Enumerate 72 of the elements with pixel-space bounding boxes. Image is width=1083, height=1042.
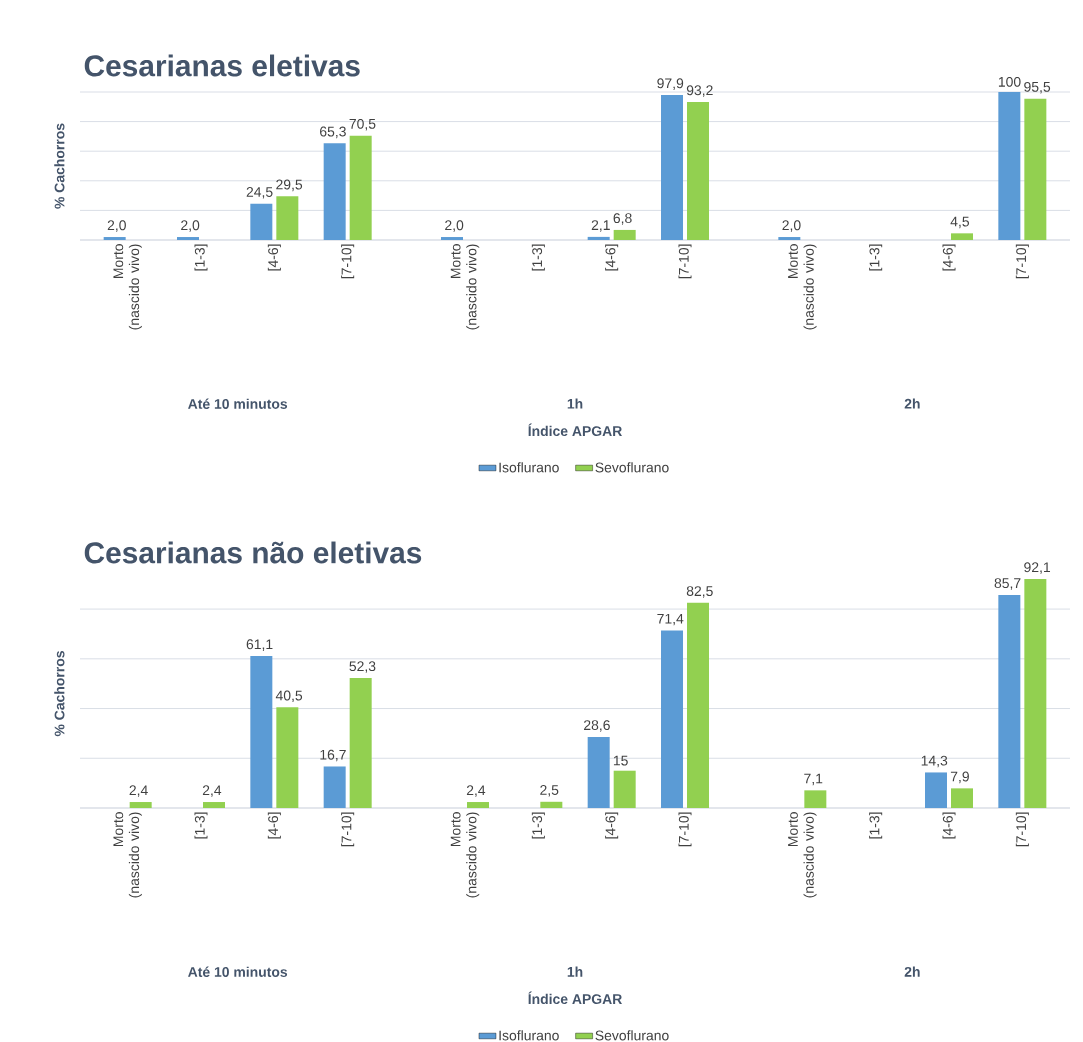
data-label: 40,5 bbox=[275, 690, 303, 703]
data-label: 2,5 bbox=[540, 785, 559, 797]
data-label: 100 bbox=[998, 76, 1021, 87]
legend-label: Sevoflurano bbox=[595, 462, 669, 473]
x-tick-label: [7-10] bbox=[678, 812, 692, 847]
data-label: 52,3 bbox=[349, 661, 376, 673]
data-label: 2,0 bbox=[181, 220, 200, 232]
text: 1h bbox=[567, 398, 583, 409]
x-tick-label: Morto (nascido vivo) bbox=[113, 812, 142, 898]
x-tick-label: [4-6] bbox=[605, 812, 619, 839]
chart-title: Cesarianas eletivas bbox=[84, 54, 360, 77]
x-tick-label: [1-3] bbox=[531, 812, 545, 839]
x-tick-label: Morto (nascido vivo) bbox=[788, 244, 817, 330]
x-axis-title: Índice APGAR bbox=[528, 423, 622, 437]
data-label: 2,0 bbox=[107, 220, 126, 232]
x-tick-label: [7-10] bbox=[1015, 812, 1029, 847]
text: Até 10 minutos bbox=[188, 966, 288, 977]
text: Até 10 minutos bbox=[188, 398, 288, 409]
data-label: 6,8 bbox=[613, 213, 632, 225]
x-tick-label: Morto (nascido vivo) bbox=[113, 244, 142, 330]
data-label: 85,7 bbox=[994, 578, 1021, 590]
x-axis-title: Índice APGAR bbox=[528, 991, 622, 1005]
data-label: 71,4 bbox=[657, 613, 684, 626]
data-label: 2,4 bbox=[129, 785, 148, 797]
data-label: 28,6 bbox=[584, 720, 610, 732]
data-label: 2,0 bbox=[782, 220, 801, 232]
y-axis-title: % Cachorros bbox=[54, 651, 65, 737]
data-label: 4,5 bbox=[950, 216, 970, 229]
data-label: 14,3 bbox=[921, 755, 948, 768]
data-label: 16,7 bbox=[320, 749, 346, 762]
x-tick-label: [4-6] bbox=[267, 812, 281, 839]
data-label: 93,2 bbox=[686, 85, 713, 97]
text: 2h bbox=[904, 398, 920, 409]
x-tick-label: [7-10] bbox=[341, 244, 355, 279]
text: 2h bbox=[904, 966, 920, 977]
x-tick-label: [7-10] bbox=[1015, 244, 1029, 279]
legend-label: Sevoflurano bbox=[595, 1030, 669, 1041]
data-label: 7,1 bbox=[804, 773, 823, 786]
data-label: 95,5 bbox=[1024, 81, 1051, 94]
x-tick-label: [1-3] bbox=[869, 812, 883, 839]
legend-label: Isoflurano bbox=[499, 1030, 559, 1041]
x-tick-label: [7-10] bbox=[678, 244, 692, 279]
data-label: 2,4 bbox=[466, 785, 486, 797]
text: 1h bbox=[567, 966, 583, 977]
data-label: 97,9 bbox=[657, 78, 684, 90]
data-label: 15 bbox=[613, 755, 628, 766]
data-label: 29,5 bbox=[276, 179, 303, 192]
x-tick-label: [4-6] bbox=[267, 244, 281, 271]
data-label: 92,1 bbox=[1024, 562, 1051, 574]
x-tick-label: [4-6] bbox=[942, 244, 956, 271]
data-label: 2,1 bbox=[591, 220, 610, 232]
data-label: 7,9 bbox=[950, 771, 969, 784]
x-tick-label: [1-3] bbox=[194, 244, 208, 271]
x-tick-label: [7-10] bbox=[341, 812, 355, 847]
x-tick-label: [4-6] bbox=[942, 812, 956, 839]
chart-title: Cesarianas não eletivas bbox=[84, 541, 422, 564]
data-label: 70,5 bbox=[349, 118, 376, 131]
x-tick-label: Morto (nascido vivo) bbox=[450, 244, 480, 330]
data-label: 61,1 bbox=[246, 639, 273, 651]
x-tick-label: [4-6] bbox=[605, 244, 619, 271]
y-axis-title: % Cachorros bbox=[54, 123, 65, 209]
x-tick-label: [1-3] bbox=[194, 812, 208, 839]
data-label: 82,5 bbox=[686, 586, 713, 598]
data-label: 2,0 bbox=[445, 220, 464, 232]
data-label: 2,4 bbox=[202, 785, 222, 797]
x-tick-label: Morto (nascido vivo) bbox=[788, 812, 817, 898]
legend-label: Isoflurano bbox=[499, 462, 559, 473]
x-tick-label: [1-3] bbox=[531, 244, 545, 271]
x-tick-label: [1-3] bbox=[869, 244, 883, 271]
data-label: 65,3 bbox=[320, 126, 346, 139]
data-label: 24,5 bbox=[246, 187, 273, 199]
x-tick-label: Morto (nascido vivo) bbox=[450, 812, 480, 898]
